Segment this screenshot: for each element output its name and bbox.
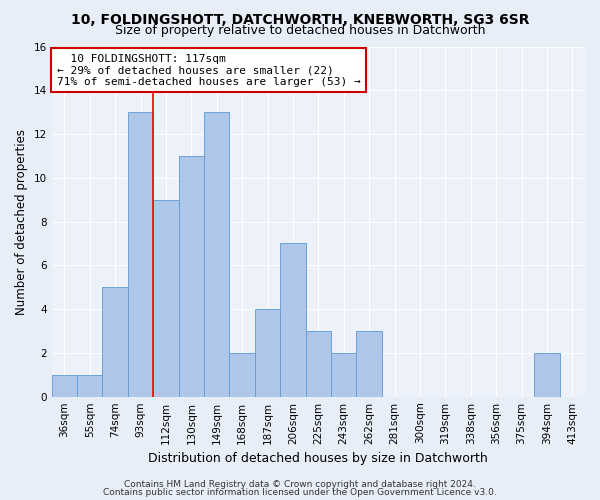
Y-axis label: Number of detached properties: Number of detached properties [15,128,28,314]
Text: Contains public sector information licensed under the Open Government Licence v3: Contains public sector information licen… [103,488,497,497]
Bar [255,309,280,396]
Text: Size of property relative to detached houses in Datchworth: Size of property relative to detached ho… [115,24,485,37]
Bar [305,331,331,396]
Bar [331,353,356,397]
Bar [128,112,153,397]
Bar [204,112,229,397]
Bar [179,156,204,396]
Bar [280,244,305,396]
Text: 10, FOLDINGSHOTT, DATCHWORTH, KNEBWORTH, SG3 6SR: 10, FOLDINGSHOTT, DATCHWORTH, KNEBWORTH,… [71,12,529,26]
Bar [153,200,179,396]
Bar [77,375,103,396]
X-axis label: Distribution of detached houses by size in Datchworth: Distribution of detached houses by size … [148,452,488,465]
Bar [103,287,128,397]
Text: 10 FOLDINGSHOTT: 117sqm
← 29% of detached houses are smaller (22)
71% of semi-de: 10 FOLDINGSHOTT: 117sqm ← 29% of detache… [57,54,361,86]
Bar [229,353,255,397]
Text: Contains HM Land Registry data © Crown copyright and database right 2024.: Contains HM Land Registry data © Crown c… [124,480,476,489]
Bar [534,353,560,397]
Bar [356,331,382,396]
Bar [52,375,77,396]
